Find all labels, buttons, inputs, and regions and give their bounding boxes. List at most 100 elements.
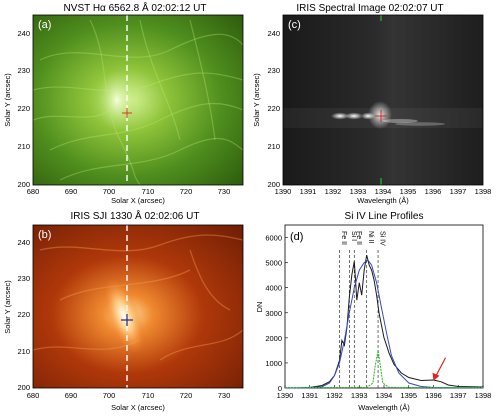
y-tick-label: 1000 [265,359,282,368]
x-tick-label: 710 [142,187,155,196]
x-tick-label: 1398 [475,391,492,400]
y-tick-label: 240 [17,29,30,38]
x-tick-label: 710 [142,391,155,400]
chart-plot-area [284,224,484,389]
y-tick-label: 220 [17,310,30,319]
x-tick-label: 1395 [400,187,417,196]
x-tick-label: 690 [65,187,78,196]
y-tick-label: 220 [17,104,30,113]
x-tick-label: 1397 [450,391,467,400]
line-marker-label: Si IV [379,231,386,246]
x-tick-label: 680 [27,391,40,400]
y-tick-label: 240 [17,238,30,247]
panel-a-ylabel: Solar Y (arcsec) [3,73,12,127]
panel-b-xticks: 680 690 700 710 720 730 [27,391,231,400]
panel-c-yticks: 200 210 220 230 240 [267,29,280,189]
panel-b-crosshair [121,314,133,326]
x-tick-label: 1391 [301,391,318,400]
panel-c-ylabel: Solar Y (arcsec) [252,73,261,127]
panel-a-texture [32,19,244,186]
x-tick-label: 1394 [376,391,393,400]
y-tick-label: 2000 [265,334,282,343]
x-tick-label: 1393 [351,391,368,400]
panel-c-xlabel: Wavelength (Å) [357,196,409,205]
chart-xlabel: Wavelength (Å) [358,403,410,412]
y-tick-label: 200 [267,180,280,189]
panel-b-title: IRIS SJI 1330 Å 02:02:06 UT [71,209,200,222]
panel-c-image [283,15,483,185]
chart-title: Si IV Line Profiles [345,211,424,222]
x-tick-label: 720 [180,391,193,400]
panel-a-image [33,15,243,185]
chart-ylabel: DN [255,302,264,313]
x-tick-label: 730 [218,391,231,400]
panel-c-title: IRIS Spectral Image 02:02:07 UT [296,3,443,14]
panel-a-xlabel: Solar X (arcsec) [111,196,165,205]
x-tick-label: 1392 [325,187,342,196]
chart-series [285,254,484,389]
x-tick-label: 730 [218,187,231,196]
x-tick-label: 1398 [475,187,492,196]
panel-b-yticks: 200 210 220 230 240 [17,238,30,392]
x-tick-label: 680 [27,187,40,196]
x-tick-label: 1393 [350,187,367,196]
chart-panel-tag: (d) [290,231,303,243]
panel-c-xticks: 1390 1391 1392 1393 1394 1395 1396 1397 … [275,187,492,196]
y-tick-label: 230 [17,274,30,283]
x-tick-label: 1396 [425,187,442,196]
panel-a-tag: (a) [38,19,51,31]
panel-a-title: NVST Hα 6562.8 Å 02:02:12 UT [64,1,207,14]
panel-c-crosshair [375,110,387,122]
line-marker-label: Ni II [367,231,374,244]
panel-b-xlabel: Solar X (arcsec) [111,403,165,412]
y-tick-label: 210 [267,142,280,151]
arrow-head-icon [432,372,440,381]
panel-c-emission [331,101,445,129]
panel-b: IRIS SJI 1330 Å 02:02:06 UT (b) 680 690 … [3,209,244,412]
y-tick-label: 0 [278,384,282,393]
panel-a-crosshair [122,108,132,118]
x-tick-label: 1391 [300,187,317,196]
line-marker-label: Fe II [355,231,362,245]
series-line-0 [285,254,484,389]
panel-c: IRIS Spectral Image 02:02:07 UT (c) 1390… [252,3,491,205]
x-tick-label: 690 [65,391,78,400]
chart-annotations [432,357,447,381]
x-tick-label: 1390 [277,391,294,400]
panel-b-ylabel: Solar Y (arcsec) [3,280,12,334]
y-tick-label: 230 [17,66,30,75]
y-tick-label: 210 [17,142,30,151]
x-tick-label: 1390 [275,187,292,196]
panel-c-tag: (c) [288,19,301,31]
chart-line-markers: Fe II Si IFe II Ni II Si IV [339,231,386,388]
line-marker-label: Si I [350,231,357,241]
y-tick-label: 6000 [265,234,282,243]
y-tick-label: 210 [17,347,30,356]
x-tick-label: 1397 [450,187,467,196]
y-tick-label: 3000 [265,309,282,318]
x-tick-label: 1395 [400,391,417,400]
y-tick-label: 4000 [265,284,282,293]
panel-a-brightening [97,70,137,130]
y-tick-label: 200 [17,180,30,189]
panel-b-tag: (b) [38,229,51,241]
panel-b-texture [32,234,244,361]
x-tick-label: 700 [103,187,116,196]
panel-a-xticks: 680 690 700 710 720 730 [27,187,231,196]
panel-d: Si IV Line Profiles 1390 1391 1392 1393 1394… [255,211,491,412]
y-tick-label: 200 [17,383,30,392]
y-tick-label: 5000 [265,259,282,268]
y-tick-label: 240 [267,29,280,38]
series-line-1 [285,259,484,389]
x-tick-label: 1396 [425,391,442,400]
panel-b-flare [103,278,145,354]
y-tick-label: 220 [267,104,280,113]
panel-a: NVST Hα 6562.8 Å 02:02:12 UT (a) 680 690… [3,1,244,205]
panel-a-yticks: 200 210 220 230 240 [17,29,30,189]
chart-ticks: 1390 1391 1392 1393 1394 1395 1396 1397 1398 0 100… [265,234,491,400]
panel-b-image [33,225,243,388]
series-line-2 [285,350,483,389]
x-tick-label: 1392 [326,391,343,400]
y-tick-label: 230 [267,66,280,75]
